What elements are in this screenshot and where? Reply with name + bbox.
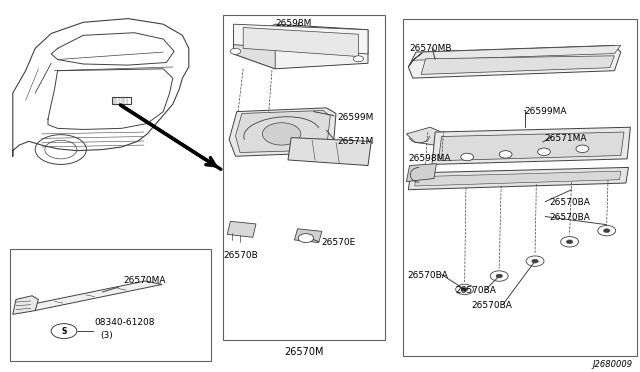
Text: 26570BA: 26570BA bbox=[549, 213, 590, 222]
Text: 26570BA: 26570BA bbox=[549, 198, 590, 207]
Circle shape bbox=[461, 153, 474, 161]
Polygon shape bbox=[13, 296, 38, 314]
Circle shape bbox=[566, 240, 573, 244]
Circle shape bbox=[526, 256, 544, 266]
Text: 26598M: 26598M bbox=[275, 19, 312, 28]
Polygon shape bbox=[413, 45, 621, 60]
Polygon shape bbox=[408, 45, 621, 78]
Polygon shape bbox=[406, 164, 436, 182]
Polygon shape bbox=[234, 24, 368, 69]
Text: J2680009: J2680009 bbox=[592, 360, 632, 369]
Text: 26570BA: 26570BA bbox=[407, 271, 448, 280]
Polygon shape bbox=[294, 229, 322, 243]
Text: 26570BA: 26570BA bbox=[471, 301, 512, 310]
Polygon shape bbox=[421, 56, 614, 74]
Circle shape bbox=[532, 259, 538, 263]
Bar bbox=[403, 19, 637, 356]
Circle shape bbox=[496, 274, 502, 278]
Polygon shape bbox=[408, 53, 422, 67]
Text: (3): (3) bbox=[100, 331, 113, 340]
Polygon shape bbox=[288, 138, 371, 166]
Polygon shape bbox=[234, 30, 275, 69]
Circle shape bbox=[298, 234, 314, 243]
Text: 26570MB: 26570MB bbox=[410, 44, 452, 53]
Text: 26570B: 26570B bbox=[223, 251, 258, 260]
Text: 26570E: 26570E bbox=[321, 238, 356, 247]
Polygon shape bbox=[19, 281, 162, 311]
Polygon shape bbox=[406, 127, 442, 145]
Circle shape bbox=[598, 225, 616, 236]
Polygon shape bbox=[438, 132, 624, 161]
Circle shape bbox=[262, 123, 301, 145]
Circle shape bbox=[499, 151, 512, 158]
Circle shape bbox=[561, 237, 579, 247]
Polygon shape bbox=[227, 221, 256, 237]
Polygon shape bbox=[229, 108, 336, 156]
Text: 26571MA: 26571MA bbox=[544, 134, 586, 143]
Bar bbox=[10, 249, 211, 361]
Text: 26570MA: 26570MA bbox=[123, 276, 165, 285]
Bar bbox=[223, 15, 385, 340]
Text: 26599MA: 26599MA bbox=[525, 107, 567, 116]
Circle shape bbox=[461, 288, 468, 291]
Circle shape bbox=[576, 145, 589, 153]
Circle shape bbox=[230, 48, 241, 54]
Circle shape bbox=[538, 148, 550, 155]
Polygon shape bbox=[408, 167, 628, 190]
Circle shape bbox=[51, 324, 77, 339]
Text: 26571M: 26571M bbox=[337, 137, 374, 146]
Bar bbox=[112, 97, 131, 104]
Circle shape bbox=[456, 284, 474, 295]
Text: S: S bbox=[61, 327, 67, 336]
Text: 26598MA: 26598MA bbox=[408, 154, 451, 163]
Polygon shape bbox=[432, 127, 630, 164]
Text: 26570M: 26570M bbox=[284, 347, 324, 356]
Polygon shape bbox=[243, 28, 358, 57]
Text: 08340-61208: 08340-61208 bbox=[95, 318, 156, 327]
Circle shape bbox=[353, 56, 364, 62]
Polygon shape bbox=[236, 110, 330, 153]
Polygon shape bbox=[234, 24, 368, 54]
Circle shape bbox=[604, 229, 610, 232]
Text: 26570BA: 26570BA bbox=[456, 286, 497, 295]
Polygon shape bbox=[415, 171, 621, 186]
Circle shape bbox=[490, 271, 508, 281]
Text: 26599M: 26599M bbox=[337, 113, 374, 122]
